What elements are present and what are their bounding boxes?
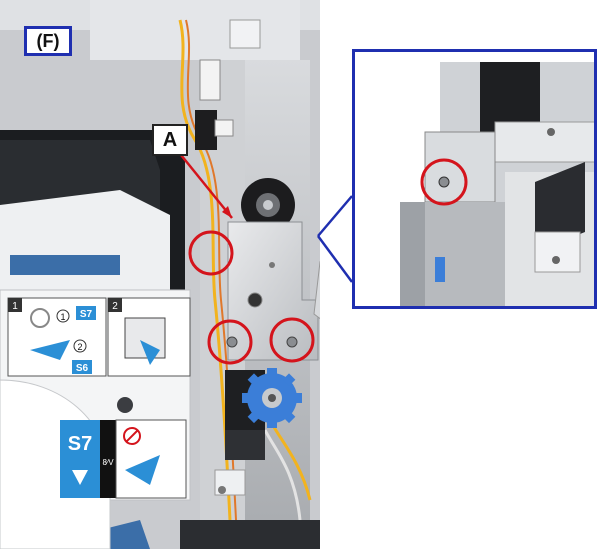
circle-2-label: 2 xyxy=(77,342,82,352)
connector-top xyxy=(199,59,221,101)
top-bracket xyxy=(229,19,261,49)
connector-black xyxy=(195,110,217,150)
tag-s6 xyxy=(72,360,92,374)
screw-right xyxy=(286,336,298,348)
machine-photo: 1 2 1 S7 2 S6 S7 8∕V xyxy=(0,0,320,549)
tag-s7-label: S7 xyxy=(80,309,93,320)
blue-strip xyxy=(10,255,120,275)
sticker-small-text: 8∕V xyxy=(102,458,114,467)
highlight-circle-screw-right xyxy=(269,317,315,363)
inset-blue-knob-edge xyxy=(435,257,445,282)
highlight-circle-connector xyxy=(188,230,234,276)
yellow-cable xyxy=(178,19,232,521)
inset-illustration xyxy=(355,52,594,306)
highlight-circle-screw-left xyxy=(207,319,253,365)
step2-number: 2 xyxy=(112,301,118,312)
tag-s6-label: S6 xyxy=(76,363,89,374)
inset-zoom-view xyxy=(352,49,597,309)
white-cover xyxy=(0,190,170,300)
screw-left xyxy=(226,336,238,348)
inset-dark-bracket xyxy=(535,162,585,252)
inset-highlight-circle xyxy=(420,158,468,206)
inset-screw xyxy=(438,176,450,188)
no-touch-icon xyxy=(123,427,141,445)
black-gear xyxy=(241,178,295,232)
machine-illustration: 1 2 1 S7 2 S6 S7 8∕V xyxy=(0,0,320,549)
circle-1-label: 1 xyxy=(60,312,65,322)
step1-number: 1 xyxy=(12,301,18,312)
tag-s7 xyxy=(76,306,96,320)
top-panel xyxy=(90,0,300,60)
big-s7-label: S7 xyxy=(68,433,92,455)
big-s7-badge xyxy=(60,420,100,498)
red-arrow xyxy=(176,149,233,219)
blue-knob xyxy=(242,368,302,428)
callout-a-label: A xyxy=(152,124,188,156)
section-label: (F) xyxy=(24,26,72,56)
